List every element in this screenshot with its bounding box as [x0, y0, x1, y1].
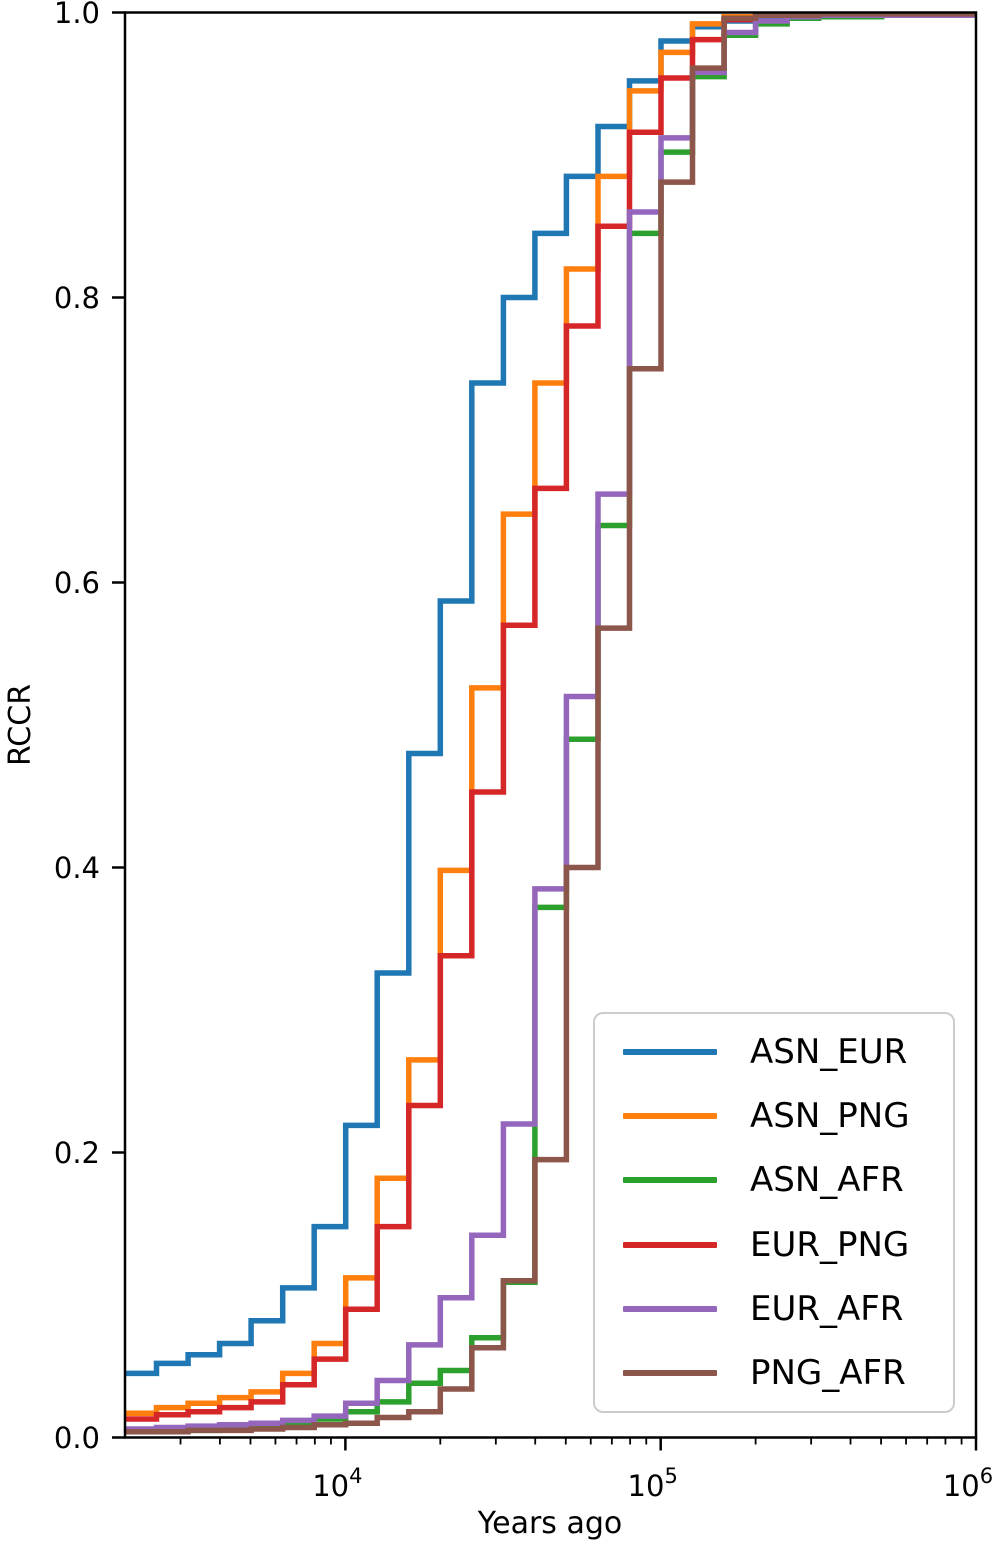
y-tick-label: 0.0 [54, 1421, 100, 1455]
legend-label: ASN_EUR [750, 1032, 908, 1073]
legend-line-swatch [623, 1177, 717, 1184]
series-line-PNG_AFR [125, 12, 976, 1435]
x-tick-label: 106 [943, 1464, 993, 1503]
legend-row-ASN_PNG: ASN_PNG [595, 1084, 953, 1148]
legend-line-swatch [623, 1049, 717, 1056]
y-tick-label: 1.0 [54, 0, 100, 30]
legend-row-PNG_AFR: PNG_AFR [595, 1341, 953, 1405]
x-tick-label: 105 [628, 1464, 678, 1503]
legend-label: ASN_AFR [750, 1160, 904, 1201]
y-axis-label: RCCR [3, 684, 38, 766]
legend-label: ASN_PNG [750, 1096, 910, 1137]
series-line-EUR_AFR [125, 12, 976, 1432]
legend-row-ASN_EUR: ASN_EUR [595, 1020, 953, 1084]
legend-row-EUR_AFR: EUR_AFR [595, 1277, 953, 1341]
y-tick-label: 0.2 [54, 1136, 100, 1170]
y-tick-label: 0.4 [54, 851, 100, 885]
legend-label: PNG_AFR [750, 1352, 906, 1393]
legend-line-swatch [623, 1113, 717, 1120]
legend-label: EUR_PNG [750, 1224, 910, 1265]
legend-row-EUR_PNG: EUR_PNG [595, 1213, 953, 1277]
legend-line-swatch [623, 1305, 717, 1312]
legend: ASN_EUR ASN_PNG ASN_AFR EUR_PNG EUR_AFR PNG_A… [593, 1012, 955, 1413]
x-tick-label: 104 [312, 1464, 362, 1503]
y-tick-label: 0.8 [54, 281, 100, 315]
legend-label: EUR_AFR [750, 1288, 904, 1329]
curve-group [125, 12, 976, 1435]
legend-line-swatch [623, 1241, 717, 1248]
y-tick-label: 0.6 [54, 566, 100, 600]
legend-row-ASN_AFR: ASN_AFR [595, 1148, 953, 1212]
x-axis-label: Years ago [477, 1506, 622, 1541]
tick-group [112, 11, 978, 1451]
legend-line-swatch [623, 1369, 717, 1376]
axes-spines [123, 11, 978, 1439]
